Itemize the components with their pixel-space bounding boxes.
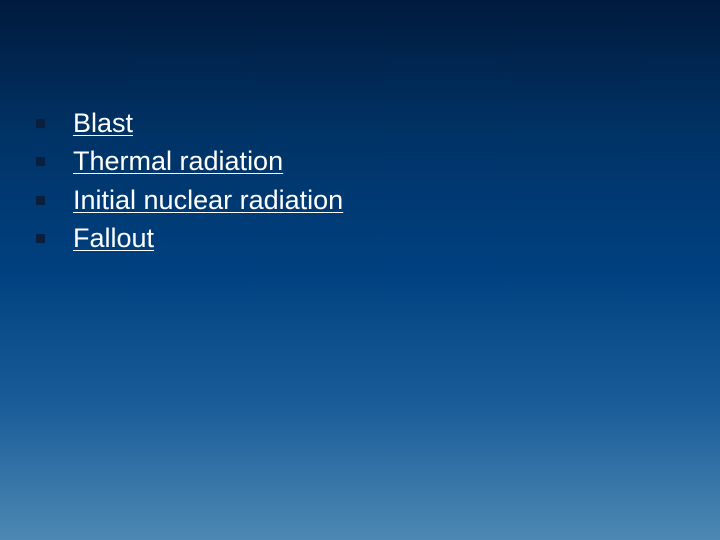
list-item-label: Initial nuclear radiation xyxy=(73,182,343,218)
list-item: Fallout xyxy=(36,220,720,256)
square-bullet-icon xyxy=(36,157,45,166)
list-item: Thermal radiation xyxy=(36,143,720,179)
list-item-label: Thermal radiation xyxy=(73,143,283,179)
slide-content: Blast Thermal radiation Initial nuclear … xyxy=(0,0,720,257)
list-item-label: Fallout xyxy=(73,220,154,256)
square-bullet-icon xyxy=(36,119,45,128)
list-item: Initial nuclear radiation xyxy=(36,182,720,218)
list-item: Blast xyxy=(36,105,720,141)
square-bullet-icon xyxy=(36,234,45,243)
square-bullet-icon xyxy=(36,196,45,205)
list-item-label: Blast xyxy=(73,105,133,141)
